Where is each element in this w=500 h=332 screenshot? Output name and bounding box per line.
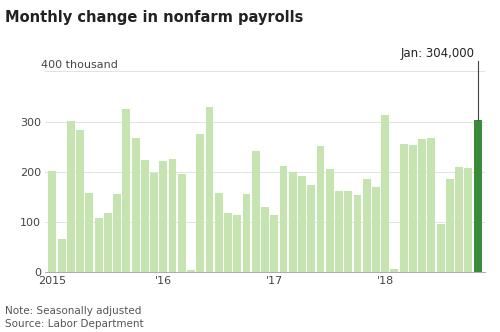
Bar [446,179,454,272]
Bar [141,160,149,272]
Bar [178,174,186,272]
Bar [400,144,407,272]
Bar [261,207,269,272]
Bar [354,196,362,272]
Bar [270,214,278,272]
Bar [316,146,324,272]
Bar [234,214,241,272]
Bar [215,194,222,272]
Bar [409,145,417,272]
Bar [206,107,214,272]
Bar [344,192,352,272]
Bar [289,172,296,272]
Bar [252,151,260,272]
Bar [280,166,287,272]
Bar [132,138,140,272]
Text: Jan: 304,000: Jan: 304,000 [401,47,475,60]
Bar [104,212,112,272]
Bar [242,194,250,272]
Bar [390,269,398,272]
Bar [94,218,102,272]
Bar [363,179,370,272]
Bar [160,161,167,272]
Bar [428,138,436,272]
Bar [196,134,204,272]
Bar [122,109,130,272]
Bar [224,212,232,272]
Text: 400 thousand: 400 thousand [42,60,118,70]
Bar [436,223,444,272]
Bar [372,187,380,272]
Bar [76,130,84,272]
Bar [308,185,315,272]
Bar [326,169,334,272]
Bar [381,115,389,272]
Bar [187,270,195,272]
Bar [48,171,56,272]
Bar [335,191,343,272]
Bar [464,168,472,272]
Bar [168,159,176,272]
Bar [86,193,94,272]
Bar [298,176,306,272]
Text: Source: Labor Department: Source: Labor Department [5,319,143,329]
Bar [150,173,158,272]
Bar [418,139,426,272]
Bar [113,195,121,272]
Bar [474,120,482,272]
Bar [58,239,66,272]
Text: Monthly change in nonfarm payrolls: Monthly change in nonfarm payrolls [5,10,304,25]
Bar [455,167,463,272]
Text: Note: Seasonally adjusted: Note: Seasonally adjusted [5,306,141,316]
Bar [67,121,75,272]
